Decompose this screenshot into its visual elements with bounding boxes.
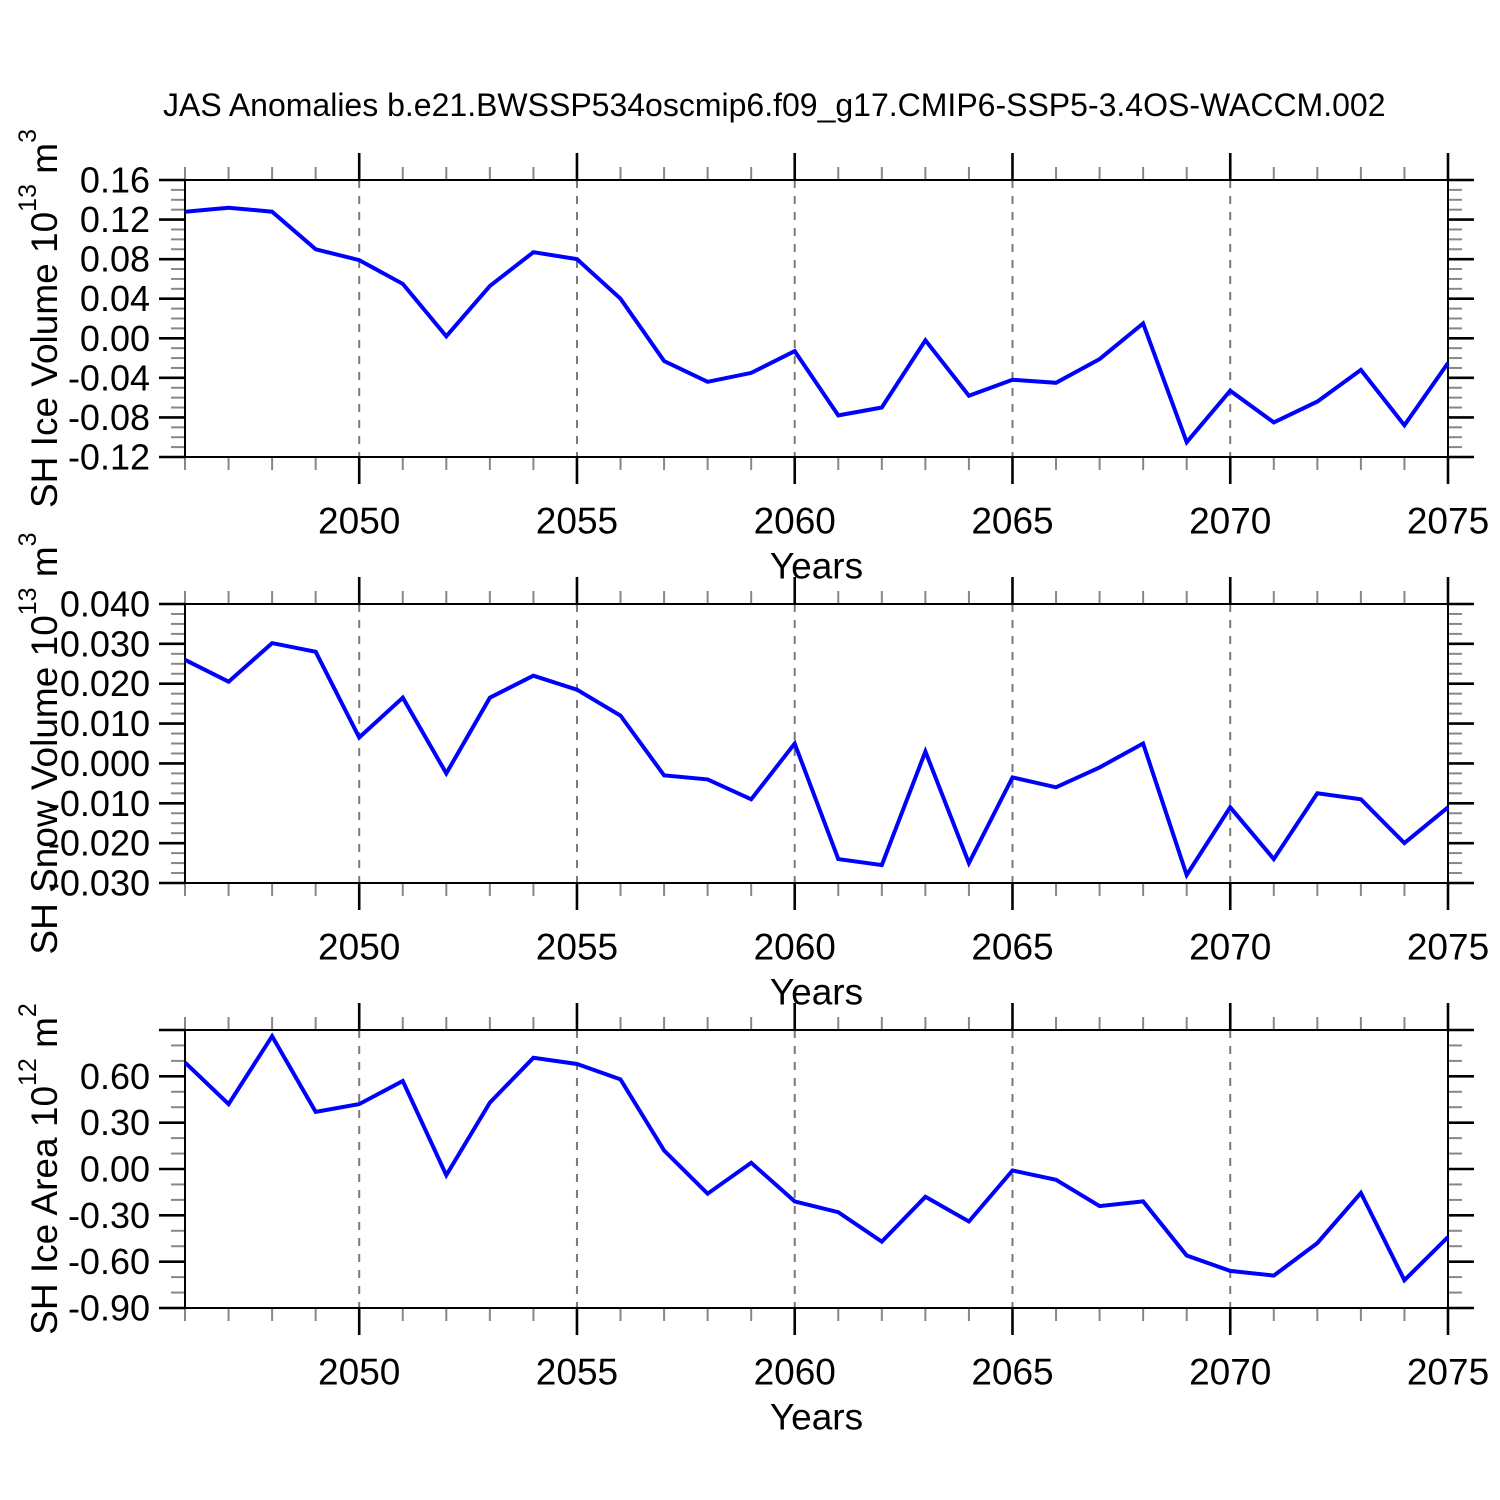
y-tick-label: -0.04 [68,357,150,398]
figure-title: JAS Anomalies b.e21.BWSSP534oscmip6.f09_… [163,87,1385,123]
x-tick-label: 2055 [536,501,618,542]
y-tick-label: 0.60 [80,1056,150,1097]
y-axis-title: SH Ice Area 1012 m2 [14,1003,65,1335]
x-tick-label: 2055 [536,927,618,968]
y-tick-label: 0.000 [60,743,150,784]
x-axis-title: Years [770,1397,863,1438]
gridlines [358,1030,1232,1308]
x-tick-label: 2060 [754,927,836,968]
x-ticks [184,577,1450,910]
y-axis-title: SH Ice Volume 1013 m3 [14,129,65,508]
y-tick-label: -0.030 [48,863,150,904]
x-ticks [184,1003,1450,1335]
y-tick-label: -0.12 [68,437,150,478]
gridlines [358,180,1232,457]
x-tick-label: 2070 [1189,927,1271,968]
y-ticks [159,178,1474,459]
y-tick-label: -0.010 [48,783,150,824]
y-tick-label: -0.08 [68,397,150,438]
y-ticks [159,602,1474,885]
panel-sh-snow-volume: 0.0400.0300.0200.0100.000-0.010-0.020-0.… [14,532,1489,1012]
x-tick-label: 2065 [971,927,1053,968]
x-axis-title: Years [770,546,863,587]
x-tick-label: 2050 [318,927,400,968]
y-ticks [159,1028,1474,1310]
y-tick-label: -0.020 [48,823,150,864]
x-tick-label: 2070 [1189,501,1271,542]
x-tick-label: 2055 [536,1352,618,1393]
y-tick-label: 0.16 [80,160,150,201]
x-tick-label: 2075 [1407,501,1489,542]
x-tick-label: 2060 [754,1352,836,1393]
y-tick-label: 0.020 [60,663,150,704]
panel-sh-ice-volume: 0.160.120.080.040.00-0.04-0.08-0.12 2050 2… [14,129,1489,587]
panel-sh-ice-area: 0.60 0.30 0.00 -0.30 -0.60 -0.90 2050 2055 2060 2… [14,1003,1489,1438]
y-tick-label: 0.30 [80,1102,150,1143]
x-tick-label: 2060 [754,501,836,542]
series-line-sh-ice-volume [184,205,1450,447]
y-tick-label: 0.040 [60,584,150,625]
y-tick-label: -0.90 [68,1288,150,1329]
y-tick-label: 0.010 [60,703,150,744]
y-tick-label: 0.08 [80,239,150,280]
x-tick-label: 2050 [318,1352,400,1393]
y-tick-label: -0.30 [68,1195,150,1236]
x-axis-title: Years [770,972,863,1013]
plot-border [184,1029,1449,1309]
series-line-sh-ice-area [183,1032,1450,1284]
y-tick-label: -0.60 [68,1241,150,1282]
series-line-sh-snow-volume [184,640,1450,880]
x-tick-label: 2070 [1189,1352,1271,1393]
plot-border [184,603,1449,884]
y-tick-label: 0.12 [80,199,150,240]
y-tick-label: 0.00 [80,318,150,359]
y-tick-label: 0.030 [60,623,150,664]
x-ticks [184,153,1450,484]
y-tick-label: 0.00 [80,1149,150,1190]
plot-border [184,179,1449,458]
x-tick-label: 2065 [971,1352,1053,1393]
y-tick-label: 0.04 [80,278,150,319]
x-tick-label: 2065 [971,501,1053,542]
x-tick-label: 2050 [318,501,400,542]
y-axis-title: SH Snow Volume 1013 m3 [14,532,65,954]
x-tick-label: 2075 [1407,1352,1489,1393]
x-tick-label: 2075 [1407,927,1489,968]
